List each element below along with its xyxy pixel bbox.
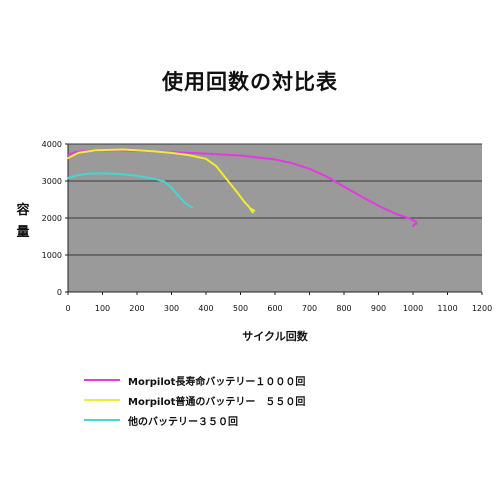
y-tick-label: 0 [57, 288, 62, 297]
x-tick-label: 1200 [472, 304, 492, 313]
series-line-1 [67, 148, 256, 214]
legend-item: Morpilot長寿命バッテリー１０００回 [84, 370, 305, 390]
legend-swatch [84, 419, 120, 421]
legend: Morpilot長寿命バッテリー１０００回 Morpilot普通のバッテリー ５５… [84, 370, 305, 430]
y-tick-label: 3000 [42, 177, 62, 186]
x-tick-label: 600 [267, 304, 282, 313]
x-tick-label: 100 [95, 304, 110, 313]
legend-swatch [84, 399, 120, 401]
x-tick-label: 400 [198, 304, 213, 313]
x-tick-label: 0 [65, 304, 70, 313]
legend-label: 他のバッテリー３５０回 [128, 416, 238, 428]
x-tick-label: 500 [233, 304, 248, 313]
x-tick-label: 800 [336, 304, 351, 313]
y-axis-label: 容量 [16, 203, 30, 240]
legend-label: Morpilot長寿命バッテリー１０００回 [128, 376, 306, 388]
x-tick-label: 300 [164, 304, 179, 313]
y-tick-label: 1000 [42, 251, 62, 260]
x-tick-label: 200 [129, 304, 144, 313]
x-tick-label: 1100 [437, 304, 457, 313]
x-axis-label: サイクル回数 [242, 329, 308, 343]
x-tick-label: 900 [371, 304, 386, 313]
y-tick-label: 4000 [42, 140, 62, 149]
x-tick-label: 1000 [403, 304, 423, 313]
series-line-2 [67, 172, 194, 209]
legend-label: Morpilot普通のバッテリー ５５０回 [128, 396, 306, 408]
legend-swatch [84, 379, 120, 381]
chart-title: 使用回数の対比表 [162, 70, 338, 94]
legend-item: 他のバッテリー３５０回 [84, 410, 305, 430]
y-tick-label: 2000 [42, 214, 62, 223]
legend-item: Morpilot普通のバッテリー ５５０回 [84, 390, 305, 410]
x-tick-label: 700 [302, 304, 317, 313]
